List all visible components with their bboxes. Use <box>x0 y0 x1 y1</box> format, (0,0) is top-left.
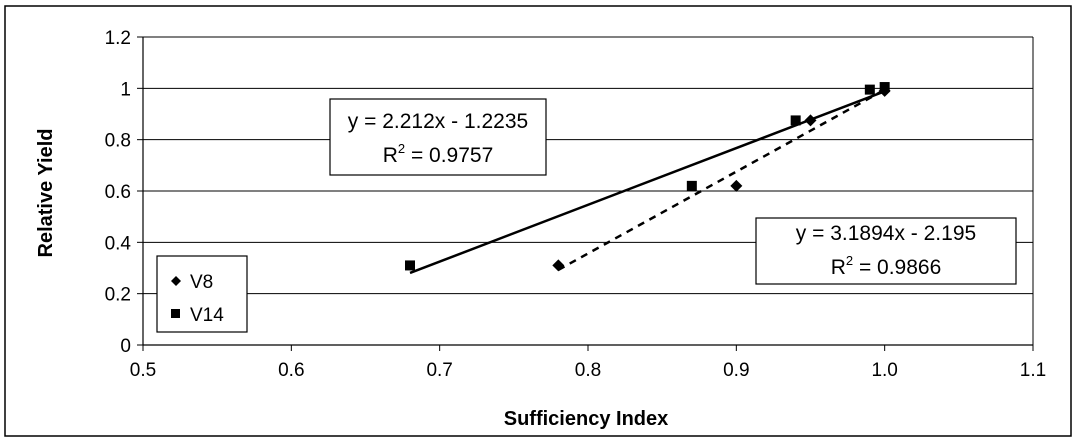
legend-marker-v14 <box>171 309 180 318</box>
legend-label-v14: V14 <box>190 305 224 326</box>
y-tick-label: 1 <box>120 79 131 100</box>
equation-v8: y = 3.1894x - 2.195 <box>796 222 976 245</box>
data-point-v8 <box>730 179 743 192</box>
x-axis-title: Sufficiency Index <box>504 408 669 430</box>
legend: V8 V14 <box>156 255 248 333</box>
data-points <box>405 82 891 272</box>
trendline-v14 <box>409 90 886 275</box>
data-point-v8 <box>552 259 565 272</box>
x-tick-label: 0.9 <box>723 360 749 381</box>
data-point-v14 <box>879 82 890 93</box>
y-tick-label: 0.8 <box>105 131 131 152</box>
equation-box-v8: y = 3.1894x - 2.195 R2 = 0.9866 <box>755 217 1017 285</box>
equation-v14: y = 2.212x - 1.2235 <box>348 110 528 133</box>
r-squared-v14: R2 = 0.9757 <box>383 141 494 167</box>
y-tick-label: 0.4 <box>105 233 132 254</box>
x-tick-label: 0.5 <box>130 360 156 381</box>
data-point-v14 <box>790 115 801 126</box>
y-tick-label: 0.6 <box>105 182 131 203</box>
data-point-v14 <box>864 84 875 95</box>
equation-box-v14: y = 2.212x - 1.2235 R2 = 0.9757 <box>329 98 547 176</box>
trendline-equations: y = 2.212x - 1.2235 R2 = 0.9757 y = 3.18… <box>329 98 1017 285</box>
axis-labels: Sufficiency Index Relative Yield <box>35 129 668 430</box>
data-point-v14 <box>686 180 697 191</box>
legend-box <box>156 255 248 333</box>
y-tick-label: 0 <box>120 336 131 357</box>
data-point-v14 <box>405 260 415 271</box>
y-tick-label: 0.2 <box>105 285 131 306</box>
x-tick-label: 0.8 <box>575 360 601 381</box>
trendline-v8 <box>557 88 886 271</box>
legend-label-v8: V8 <box>190 272 213 293</box>
r-squared-v8: R2 = 0.9866 <box>831 253 942 279</box>
y-axis-title: Relative Yield <box>35 129 57 258</box>
data-point-v8 <box>804 114 817 127</box>
axes: 0 0.2 0.4 0.6 0.8 1 1.2 0.5 0.6 0.7 0.8 0.9 1.0 1.1 <box>105 28 1047 381</box>
x-tick-label: 0.7 <box>426 360 452 381</box>
legend-marker-v8 <box>171 276 181 286</box>
x-tick-label: 0.6 <box>278 360 304 381</box>
x-tick-label: 1.0 <box>871 360 897 381</box>
y-tick-label: 1.2 <box>105 28 131 49</box>
x-tick-label: 1.1 <box>1020 360 1046 381</box>
trendlines <box>409 88 886 275</box>
